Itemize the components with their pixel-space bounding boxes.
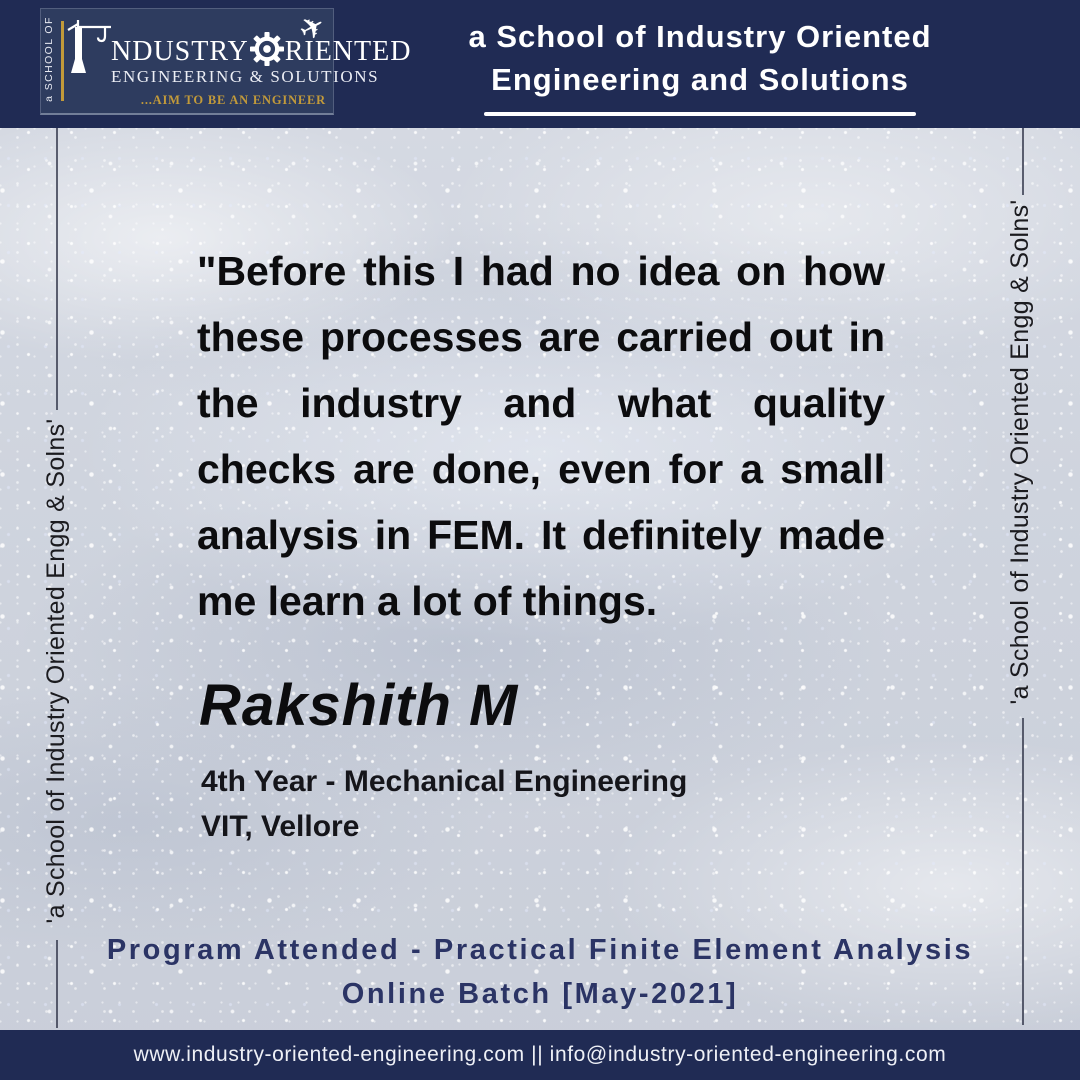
footer-contact: www.industry-oriented-engineering.com ||… xyxy=(133,1043,947,1066)
logo-industry-text: NDUSTRY xyxy=(111,36,249,67)
logo-school-of-label: a SCHOOL OF xyxy=(43,16,55,102)
footer-bar: www.industry-oriented-engineering.com ||… xyxy=(0,1030,1080,1080)
left-rail-line-top xyxy=(56,128,58,410)
student-name: Rakshith M xyxy=(199,673,519,738)
right-rail-line-bottom xyxy=(1022,718,1024,1025)
program-name: Program Attended - Practical Finite Elem… xyxy=(106,934,974,966)
header-title: a School of Industry Oriented Engineerin… xyxy=(440,15,960,116)
left-rail-vertical-text: 'a School of Industry Oriented Engg & So… xyxy=(42,418,70,924)
right-rail-vertical-text: 'a School of Industry Oriented Engg & So… xyxy=(1006,199,1034,705)
header-underline xyxy=(484,112,916,116)
gear-icon xyxy=(249,32,284,74)
logo-tagline: ...AIM TO BE AN ENGINEER xyxy=(140,93,326,107)
right-rail-line-top xyxy=(1022,128,1024,195)
logo-name-row: NDUSTRY xyxy=(111,31,411,73)
left-rail-line-bottom xyxy=(56,940,58,1028)
crane-icon xyxy=(65,17,115,78)
header-title-line2: Engineering and Solutions xyxy=(491,62,909,97)
student-college: VIT, Vellore xyxy=(201,810,360,843)
testimonial-quote: "Before this I had no idea on how these … xyxy=(197,248,885,624)
logo-subtitle: ENGINEERING & SOLUTIONS xyxy=(111,67,380,86)
header-title-line1: a School of Industry Oriented xyxy=(468,19,932,54)
program-attended: Program Attended - Practical Finite Elem… xyxy=(0,934,1080,1011)
logo-oriented-text: RIENTED xyxy=(284,36,412,67)
student-course: 4th Year - Mechanical Engineering xyxy=(201,765,688,798)
header-bar: a SCHOOL OF NDUSTRY xyxy=(0,0,1080,128)
program-batch: Online Batch [May-2021] xyxy=(341,978,739,1010)
logo-gold-divider xyxy=(61,21,64,101)
brand-logo: a SCHOOL OF NDUSTRY xyxy=(40,7,410,115)
